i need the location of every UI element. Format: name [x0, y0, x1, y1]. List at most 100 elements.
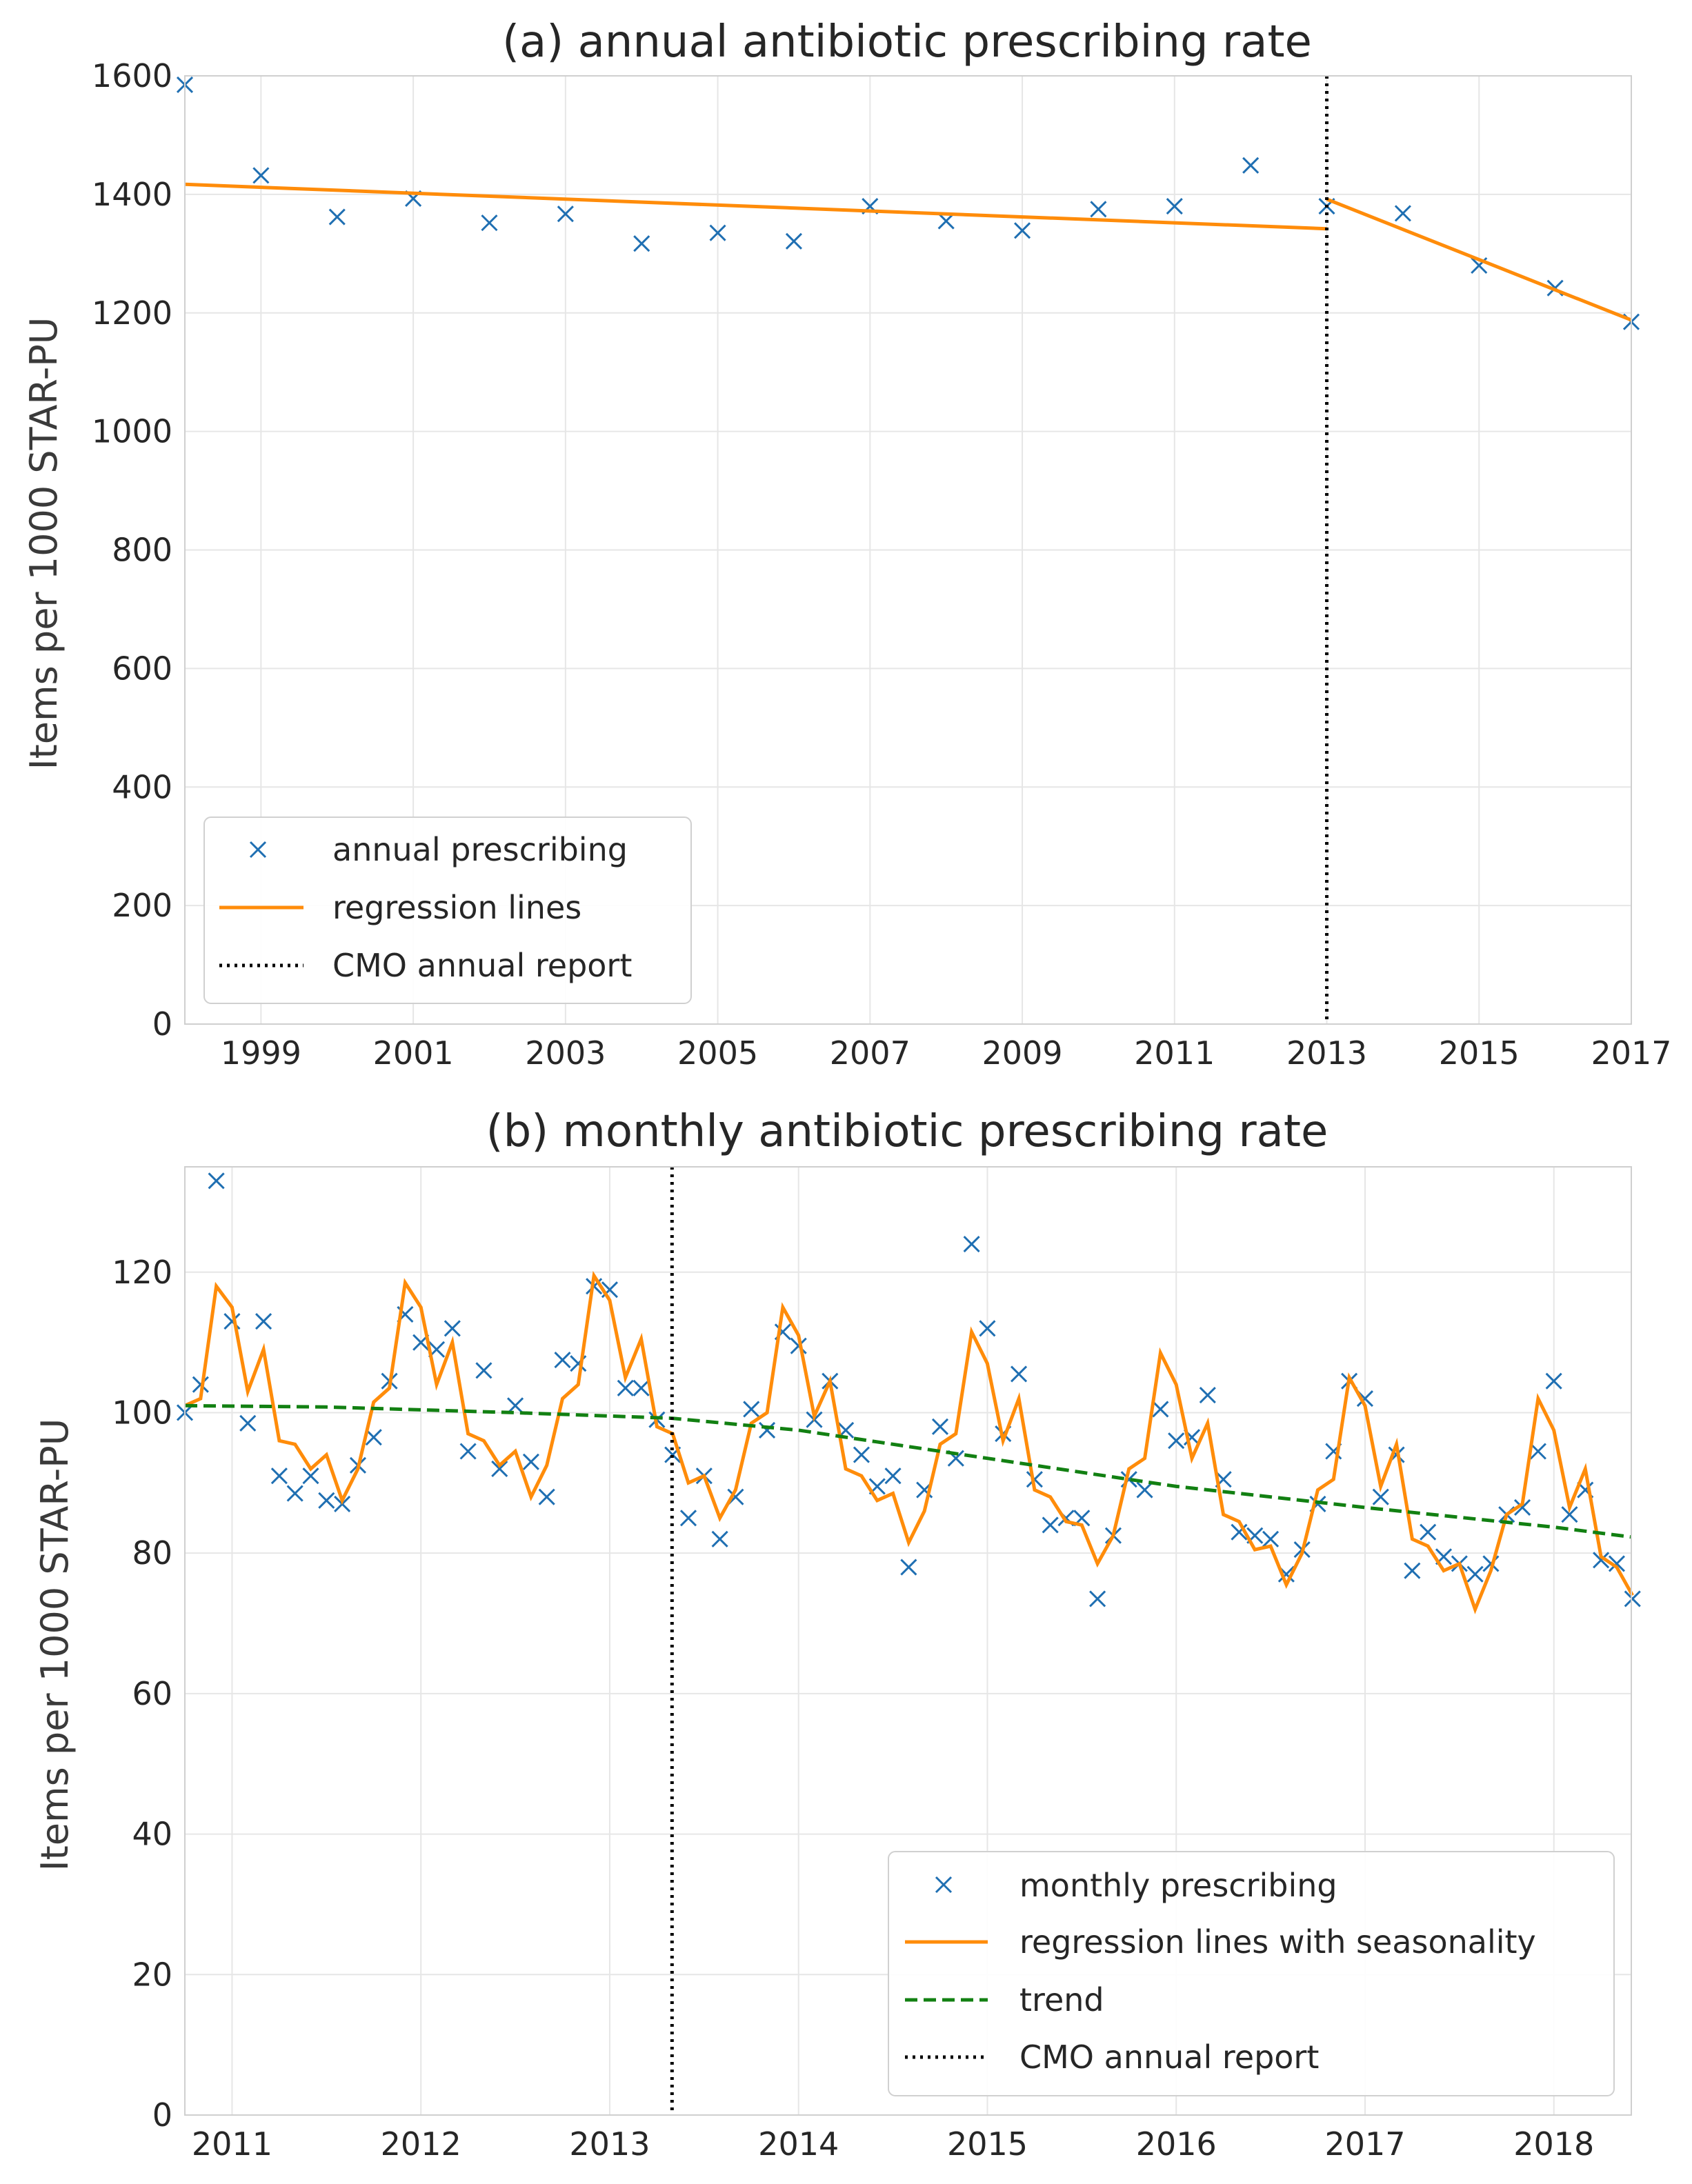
chart-b-series-0-point-49-stroke-2 — [947, 1450, 964, 1467]
chart-b-series-0-point-85 — [1513, 1499, 1531, 1516]
chart-a-x-tick-3: 2005 — [677, 1034, 758, 1072]
chart-a-series-0-point-14 — [1242, 157, 1260, 174]
chart-a-x-ticks: 1999 2001 2003 2005 2007 2009 2011 2013 2015 2017 — [221, 1034, 1672, 1072]
chart-b-series-0-point-19-stroke-2 — [475, 1362, 492, 1379]
chart-b-series-0-point-12 — [365, 1429, 382, 1446]
chart-b-series-0-point-90 — [1593, 1552, 1610, 1569]
chart-b-x-ticks: 2011 2012 2013 2014 2015 2016 2017 2018 — [192, 2125, 1594, 2163]
chart-a-series-0-point-5 — [557, 206, 574, 223]
chart-b-series-0-point-45 — [884, 1467, 902, 1485]
chart-b-y-tick-6: 120 — [112, 1254, 172, 1291]
chart-b-y-tick-5: 100 — [112, 1394, 172, 1431]
chart-a-series-0-point-1 — [252, 167, 270, 184]
chart-b-series-1-line — [183, 1270, 1634, 1614]
chart-b-series-0-point-61 — [1136, 1481, 1153, 1499]
chart-b-series-0-point-86 — [1529, 1443, 1546, 1460]
chart-b-series-0-point-79-stroke-2 — [1420, 1523, 1437, 1541]
chart-b-series-0-point-85-stroke-2 — [1513, 1499, 1531, 1516]
chart-a-series-1-segment-0 — [184, 182, 1327, 231]
chart-b-series-0-point-48 — [931, 1418, 949, 1435]
chart-b-series-0-point-2-stroke-2 — [208, 1172, 225, 1190]
chart-b-series-0-point-4-stroke-2 — [239, 1414, 257, 1432]
chart-b-series-0-point-17 — [444, 1320, 461, 1337]
chart-b-series-0-point-2 — [208, 1172, 225, 1190]
legend-marker-icon — [249, 841, 267, 859]
chart-b-y-tick-0: 0 — [152, 2096, 172, 2134]
chart-a-y-tick-3: 600 — [112, 650, 172, 687]
chart-a-series-0-point-6 — [633, 235, 650, 252]
chart-b-series-0-point-86-stroke-2 — [1529, 1443, 1546, 1460]
chart-b-x-tick-6: 2017 — [1324, 2125, 1405, 2163]
chart-b-series-0-point-61-stroke-2 — [1136, 1481, 1153, 1499]
chart-a-y-tick-5: 1000 — [92, 413, 172, 450]
chart-a-series-0-point-14-stroke-2 — [1242, 157, 1260, 174]
chart-a-x-tick-0: 1999 — [221, 1034, 301, 1072]
chart-b-x-tick-7: 2018 — [1513, 2125, 1594, 2163]
chart-b-series-0-point-67-stroke-2 — [1231, 1523, 1248, 1541]
chart-a-series-0-point-11-stroke-2 — [1013, 222, 1031, 239]
chart-a-series-0-point-10-stroke-2 — [937, 212, 955, 230]
chart-a-series-0-point-12-stroke-2 — [1090, 201, 1107, 218]
chart-b-y-tick-4: 80 — [132, 1534, 172, 1572]
chart-a-series-0-point-10 — [937, 212, 955, 230]
chart-b-series-0-point-32-stroke-2 — [679, 1510, 697, 1527]
chart-b-y-tick-2: 40 — [132, 1816, 172, 1853]
legend-marker-icon — [935, 1876, 953, 1894]
chart-b-series-0-point-24-stroke-2 — [554, 1352, 571, 1369]
chart-a-series-0-point-7-stroke-2 — [709, 224, 726, 241]
chart-b-series-0-point-51 — [979, 1320, 996, 1337]
chart-b-series-0-point-7 — [286, 1485, 303, 1502]
chart-b-series-0-point-9-stroke-2 — [318, 1492, 335, 1509]
chart-b-series-0-point-17-stroke-2 — [444, 1320, 461, 1337]
chart-b-series-0-point-39-stroke-2 — [790, 1337, 807, 1354]
chart-b-x-tick-1: 2012 — [381, 2125, 461, 2163]
chart-b-series-0-point-53 — [1010, 1365, 1028, 1383]
chart-a-series-0-point-4-stroke-2 — [481, 214, 498, 232]
chart-a-series-0-point-2 — [328, 208, 346, 226]
chart-b-series-0-point-7-stroke-2 — [286, 1485, 303, 1502]
chart-b-series-0-point-23-stroke-2 — [538, 1488, 555, 1505]
chart-a-y-tick-2: 400 — [112, 768, 172, 805]
chart-b-series-0-point-34 — [711, 1530, 728, 1547]
chart-b-series-0-point-65-stroke-2 — [1199, 1386, 1216, 1404]
chart-b-legend-label-0: monthly prescribing — [1019, 1867, 1337, 1904]
chart-a-legend-box — [203, 817, 692, 1004]
chart-a-x-tick-7: 2013 — [1286, 1034, 1367, 1072]
chart-b-series-0-point-63-stroke-2 — [1168, 1432, 1185, 1450]
chart-b-series-0-point-58 — [1089, 1590, 1106, 1607]
chart-b-series-0-point-21-stroke-2 — [506, 1397, 524, 1414]
chart-b-series-0-point-62 — [1152, 1401, 1169, 1418]
chart-b-series-0-point-50-stroke-2 — [963, 1235, 980, 1253]
chart-b-series-0-point-22-stroke-2 — [522, 1453, 539, 1470]
chart-a-y-tick-0: 0 — [152, 1005, 172, 1043]
chart-b-series-0-point-6-stroke-2 — [270, 1467, 288, 1485]
chart-a-series-0-point-12 — [1090, 201, 1107, 218]
chart-b-series-0-point-20-stroke-2 — [491, 1460, 508, 1478]
chart-a-series-0-point-2-stroke-2 — [328, 208, 346, 226]
chart-b-series-0-point-92-stroke-2 — [1624, 1590, 1641, 1607]
chart-b-series-0-point-23 — [538, 1488, 555, 1505]
chart-b-series-0-point-1-stroke-2 — [192, 1376, 209, 1393]
chart-b-series-0-point-5-stroke-2 — [255, 1313, 272, 1330]
chart-b-series-0-point-45-stroke-2 — [884, 1467, 902, 1485]
chart-a-series-0-point-11 — [1013, 222, 1031, 239]
chart-b-series-0-point-4 — [239, 1414, 257, 1432]
chart-b-series-0-point-24 — [554, 1352, 571, 1369]
chart-b-series-0-point-50 — [963, 1235, 980, 1253]
chart-b-series-0-point-37-stroke-2 — [758, 1421, 776, 1439]
chart-b-series-0-point-19 — [475, 1362, 492, 1379]
chart-b-x-tick-2: 2013 — [569, 2125, 650, 2163]
chart-a-marks — [176, 76, 1640, 1024]
chart-b-series-0-point-22 — [522, 1453, 539, 1470]
chart-b-x-tick-5: 2016 — [1136, 2125, 1217, 2163]
chart-a: (a) annual antibiotic prescribing rate I… — [22, 17, 1672, 1072]
chart-a-legend-label-0: annual prescribing — [332, 831, 628, 868]
chart-b-series-0-point-36-stroke-2 — [743, 1401, 760, 1418]
chart-b-marks — [176, 1167, 1641, 2115]
chart-b-series-0-point-62-stroke-2 — [1152, 1401, 1169, 1418]
chart-a-series-0-point-16-stroke-2 — [1394, 205, 1411, 222]
chart-b-series-0-point-28 — [617, 1379, 634, 1396]
chart-b-series-0-point-46-stroke-2 — [900, 1559, 917, 1576]
chart-b-series-0-point-58-stroke-2 — [1089, 1590, 1106, 1607]
